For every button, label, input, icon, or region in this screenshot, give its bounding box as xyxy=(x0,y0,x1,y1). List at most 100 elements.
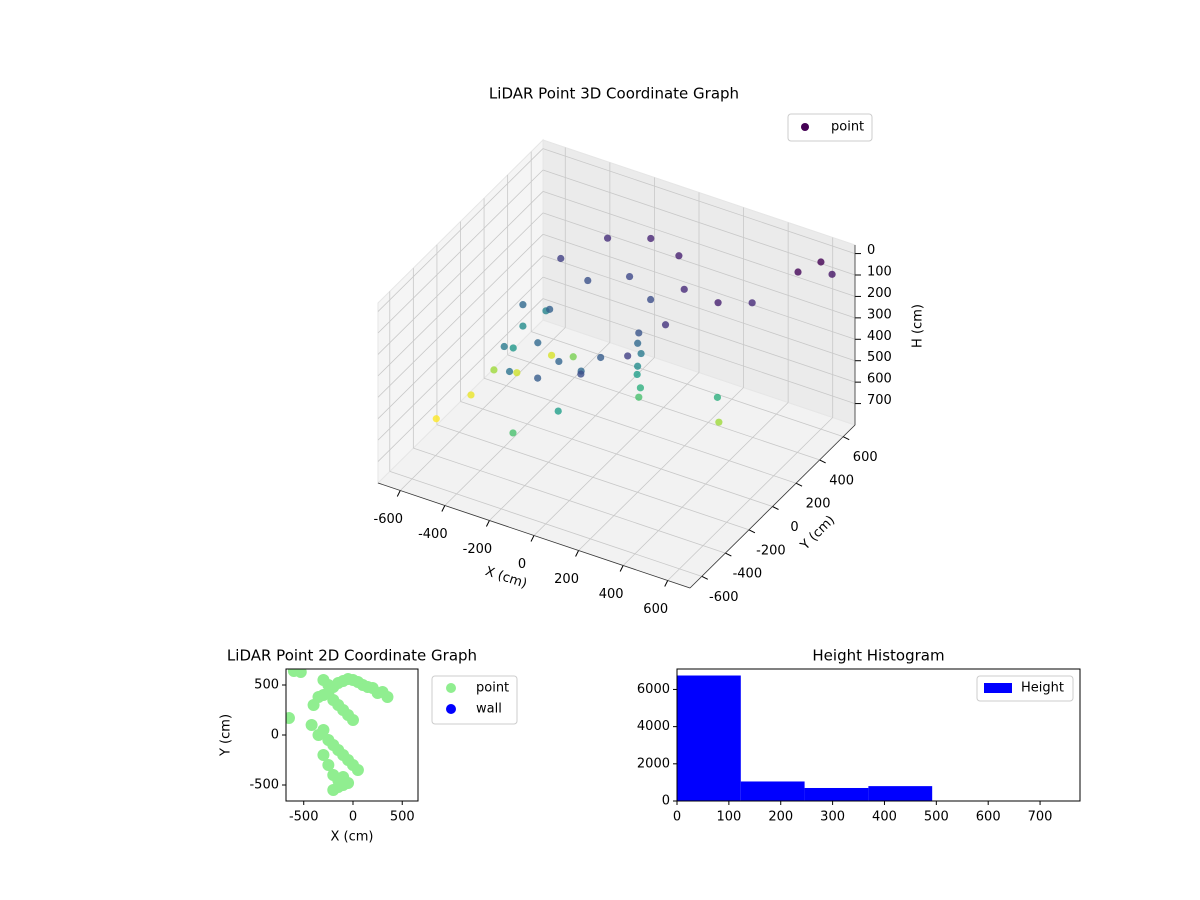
y-tick-label: 6000 xyxy=(637,682,670,697)
plot-area xyxy=(286,669,394,796)
chart-title: LiDAR Point 3D Coordinate Graph xyxy=(489,85,739,103)
y-axis-label: Y (cm) xyxy=(219,714,234,757)
point xyxy=(794,268,802,276)
tick-mark xyxy=(725,552,732,557)
legend-marker xyxy=(446,704,456,714)
y-tick-label: 4000 xyxy=(637,719,670,734)
y-tick-label: 600 xyxy=(853,450,878,465)
x-tick-label: 100 xyxy=(716,810,741,825)
x-axis-label: X (cm) xyxy=(331,830,374,845)
x-tick-label: 0 xyxy=(349,810,357,825)
grid-line xyxy=(377,234,544,398)
grid-line xyxy=(507,354,820,461)
point xyxy=(305,719,318,731)
x-tick-label: 600 xyxy=(976,810,1001,825)
z-tick-label: 300 xyxy=(867,307,892,322)
grid-line xyxy=(377,191,544,355)
point xyxy=(647,295,655,304)
grid-line xyxy=(542,191,856,297)
point xyxy=(584,276,592,285)
point xyxy=(294,669,307,678)
point xyxy=(500,342,508,351)
y-tick-label: 400 xyxy=(829,473,854,488)
point xyxy=(555,357,563,366)
axis-line xyxy=(689,424,856,589)
z-tick-label: 600 xyxy=(867,372,892,387)
y-tick-label: 2000 xyxy=(637,756,670,771)
axes-frame xyxy=(676,668,1081,802)
y-tick-label: -400 xyxy=(733,567,763,582)
grid-line xyxy=(542,233,856,340)
point xyxy=(432,415,440,423)
point xyxy=(322,759,335,771)
grid-line xyxy=(542,212,856,319)
grid-line xyxy=(377,255,544,419)
point xyxy=(634,362,642,370)
point xyxy=(828,270,836,278)
point xyxy=(351,764,364,776)
point xyxy=(332,781,345,793)
tick-mark xyxy=(748,529,756,534)
z-tick-label: 200 xyxy=(867,286,892,301)
point xyxy=(337,771,350,783)
legend-label: point xyxy=(476,681,509,696)
x-tick-label: 500 xyxy=(924,810,949,825)
tick-mark xyxy=(619,565,624,572)
z-tick-label: 700 xyxy=(867,393,892,408)
point xyxy=(317,724,330,736)
tick-mark xyxy=(772,506,779,510)
point xyxy=(714,299,722,307)
grid-line xyxy=(377,276,544,441)
x-tick-label: 700 xyxy=(1028,810,1053,825)
legend-box xyxy=(976,675,1074,702)
point xyxy=(675,252,683,260)
y-tick-label: -600 xyxy=(709,590,739,605)
grid-line xyxy=(436,424,750,531)
y-tick-label: 200 xyxy=(806,497,831,512)
legend-marker xyxy=(801,123,809,131)
point xyxy=(647,234,655,243)
tick-mark xyxy=(664,580,669,587)
legend-label: Height xyxy=(1021,681,1064,696)
y-tick-label: 0 xyxy=(271,728,279,743)
y-tick-label: -200 xyxy=(756,543,786,558)
tick-mark xyxy=(701,575,709,580)
x-tick-label: 0 xyxy=(673,810,681,825)
grid-line xyxy=(483,377,797,484)
point xyxy=(680,285,688,293)
point xyxy=(346,714,359,726)
grid-line xyxy=(377,298,544,462)
grid-line xyxy=(377,148,544,312)
bar xyxy=(868,786,933,801)
x-tick-label: -400 xyxy=(418,527,448,542)
point xyxy=(715,418,723,426)
point xyxy=(519,322,527,330)
point xyxy=(625,272,634,281)
tick-mark xyxy=(795,482,803,487)
grid-line xyxy=(542,276,856,383)
point xyxy=(534,374,542,382)
x-tick-label: -200 xyxy=(463,542,493,557)
point xyxy=(490,366,498,374)
chart-title: LiDAR Point 2D Coordinate Graph xyxy=(227,647,477,665)
point xyxy=(534,339,542,347)
tick-mark xyxy=(396,490,401,497)
point xyxy=(381,691,394,703)
point xyxy=(603,234,612,242)
tick-mark xyxy=(441,505,446,512)
point xyxy=(519,301,527,309)
y-tick-label: -500 xyxy=(249,778,279,793)
point xyxy=(637,349,645,358)
z-tick-label: 0 xyxy=(867,243,875,258)
x-tick-label: -500 xyxy=(289,810,319,825)
x-tick-label: 200 xyxy=(554,572,579,587)
bar xyxy=(804,787,869,801)
point xyxy=(557,254,565,263)
point xyxy=(817,258,825,266)
grid-line xyxy=(389,470,702,577)
legend-label: wall xyxy=(476,702,502,717)
point xyxy=(633,370,641,379)
grid-line xyxy=(377,169,544,334)
grid-line xyxy=(413,447,726,554)
tick-mark xyxy=(819,459,826,464)
